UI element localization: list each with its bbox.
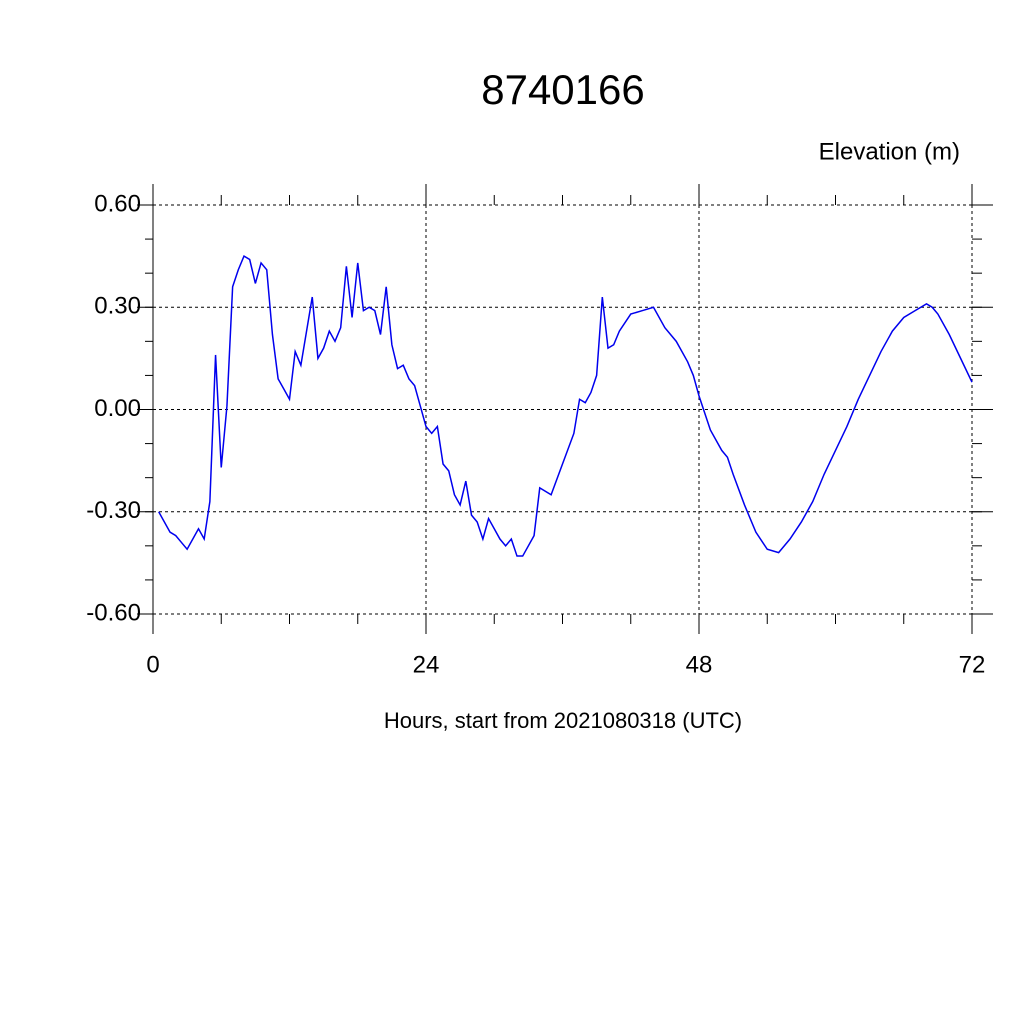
x-tick-label: 0 <box>146 651 159 678</box>
y-axis-label: Elevation (m) <box>819 138 960 165</box>
x-tick-label: 48 <box>686 651 713 678</box>
x-tick-label: 72 <box>959 651 986 678</box>
data-line <box>158 255 973 557</box>
y-tick-label: -0.60 <box>86 599 141 626</box>
chart-title: 8740166 <box>481 66 645 113</box>
x-axis-label: Hours, start from 2021080318 (UTC) <box>384 708 742 733</box>
y-tick-label: -0.30 <box>86 497 141 524</box>
y-tick-label: 0.30 <box>94 293 141 320</box>
y-tick-label: 0.00 <box>94 395 141 422</box>
y-tick-label: 0.60 <box>94 190 141 217</box>
x-tick-label: 24 <box>413 651 440 678</box>
